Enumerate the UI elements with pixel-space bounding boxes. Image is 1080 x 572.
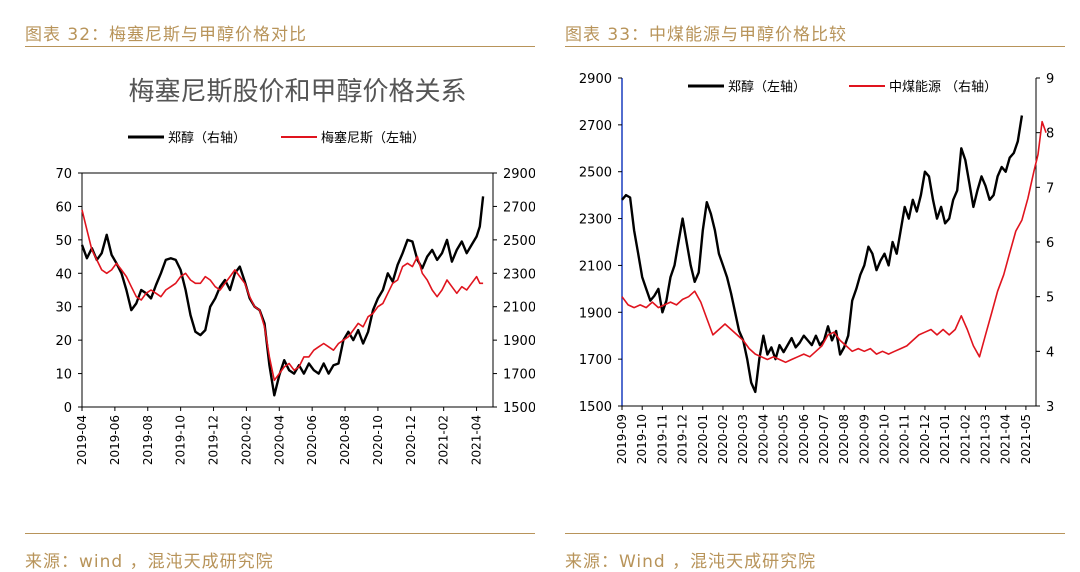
right-x-tick-label: 2021-04 xyxy=(999,414,1013,464)
right-series-line-0 xyxy=(621,115,1024,394)
left-legend-label-1: 梅塞尼斯（左轴） xyxy=(321,130,425,146)
left-source-divider xyxy=(25,533,535,534)
right-x-tick-label: 2021-02 xyxy=(958,414,972,464)
right-source-divider xyxy=(565,533,1065,534)
right-x-tick-label: 2021-01 xyxy=(938,414,952,464)
right-left-tick-label: 2100 xyxy=(579,259,612,274)
left-x-tick-label: 2020-06 xyxy=(305,415,319,465)
right-legend-label-1: 中煤能源 （右轴） xyxy=(889,80,997,95)
right-right-tick-label: 9 xyxy=(1046,72,1054,87)
left-left-tick-label: 70 xyxy=(55,167,72,182)
left-legend-label-0: 郑醇（右轴） xyxy=(168,130,246,146)
left-x-tick-label: 2021-04 xyxy=(470,415,484,465)
right-right-tick-label: 4 xyxy=(1046,345,1054,360)
right-figure-caption: 图表 33：中煤能源与甲醇价格比较 xyxy=(565,25,848,45)
left-right-tick-label: 2100 xyxy=(503,301,535,316)
right-right-tick-label: 6 xyxy=(1046,236,1054,251)
left-right-tick-label: 2500 xyxy=(503,234,535,249)
right-x-tick-label: 2020-10 xyxy=(878,414,892,464)
left-right-tick-label: 1900 xyxy=(503,334,535,349)
right-left-tick-label: 1900 xyxy=(579,306,612,321)
right-x-tick-label: 2020-08 xyxy=(837,414,851,464)
right-x-tick-label: 2019-09 xyxy=(615,414,629,464)
left-figure-caption: 图表 32：梅塞尼斯与甲醇价格对比 xyxy=(25,25,308,45)
left-x-tick-label: 2019-12 xyxy=(207,415,221,465)
right-x-tick-label: 2019-11 xyxy=(655,414,669,464)
right-x-tick-label: 2020-12 xyxy=(918,414,932,464)
right-x-tick-label: 2020-02 xyxy=(716,414,730,464)
left-chart: 梅塞尼斯股价和甲醇价格关系 0 10 20 30 40 50 60 70 1500 1700 1900… xyxy=(55,77,535,465)
right-x-tick-label: 2020-03 xyxy=(736,414,750,464)
right-x-tick-label: 2019-12 xyxy=(676,414,690,464)
right-left-tick-label: 2900 xyxy=(579,72,612,87)
left-x-tick-label: 2020-10 xyxy=(371,415,385,465)
left-right-tick-label: 1500 xyxy=(503,401,535,416)
left-right-tick-label: 1700 xyxy=(503,368,535,383)
right-left-tick-label: 2700 xyxy=(579,119,612,134)
right-left-tick-label: 1700 xyxy=(579,353,612,368)
right-chart: 1500 1700 1900 2100 2300 2500 2700 2900 3 4 5 6 7 8 9 2… xyxy=(579,72,1054,464)
left-left-tick-label: 50 xyxy=(55,234,72,249)
right-x-tick-label: 2020-07 xyxy=(817,414,831,464)
left-series-line-0 xyxy=(80,196,485,397)
left-x-tick-label: 2019-04 xyxy=(75,415,89,465)
right-x-tick-label: 2020-11 xyxy=(898,414,912,464)
right-x-tick-label: 2021-05 xyxy=(1019,414,1033,464)
right-source-note: 来源：Wind ，混沌天成研究院 xyxy=(565,552,817,572)
left-left-tick-label: 0 xyxy=(64,401,72,416)
left-left-tick-label: 60 xyxy=(55,200,72,215)
right-right-tick-label: 5 xyxy=(1046,291,1054,306)
left-x-tick-label: 2020-02 xyxy=(239,415,253,465)
right-right-tick-label: 7 xyxy=(1046,181,1054,196)
right-series-line-1 xyxy=(621,120,1047,364)
left-left-tick-label: 40 xyxy=(55,267,72,282)
left-series-line-1 xyxy=(81,209,484,382)
left-right-tick-label: 2900 xyxy=(503,167,535,182)
left-source-note: 来源：wind ，混沌天成研究院 xyxy=(25,552,274,572)
right-left-tick-label: 1500 xyxy=(579,400,612,415)
right-right-tick-label: 8 xyxy=(1046,127,1054,142)
left-x-tick-label: 2019-10 xyxy=(174,415,188,465)
right-left-tick-label: 2500 xyxy=(579,166,612,181)
left-right-tick-label: 2300 xyxy=(503,267,535,282)
left-chart-title: 梅塞尼斯股价和甲醇价格关系 xyxy=(128,77,466,107)
right-x-tick-label: 2021-03 xyxy=(979,414,993,464)
right-right-tick-label: 3 xyxy=(1046,400,1054,415)
left-x-tick-label: 2020-04 xyxy=(272,415,286,465)
right-x-tick-label: 2020-01 xyxy=(696,414,710,464)
right-legend-label-0: 郑醇（左轴） xyxy=(728,79,806,95)
left-plot-frame xyxy=(81,172,494,408)
right-x-tick-label: 2020-04 xyxy=(756,414,770,464)
left-x-tick-label: 2020-12 xyxy=(404,415,418,465)
left-x-tick-label: 2021-02 xyxy=(437,415,451,465)
left-caption-divider xyxy=(25,46,535,47)
left-x-tick-label: 2019-08 xyxy=(141,415,155,465)
right-x-tick-label: 2019-10 xyxy=(635,414,649,464)
right-left-tick-label: 2300 xyxy=(579,213,612,228)
right-caption-divider xyxy=(565,46,1065,47)
left-x-tick-label: 2019-06 xyxy=(108,415,122,465)
left-x-tick-label: 2020-08 xyxy=(338,415,352,465)
left-left-tick-label: 10 xyxy=(55,368,72,383)
right-x-tick-label: 2020-06 xyxy=(797,414,811,464)
left-right-tick-label: 2700 xyxy=(503,200,535,215)
right-x-tick-label: 2020-09 xyxy=(857,414,871,464)
left-left-tick-label: 30 xyxy=(55,301,72,316)
right-x-tick-label: 2020-05 xyxy=(777,414,791,464)
left-left-tick-label: 20 xyxy=(55,334,72,349)
